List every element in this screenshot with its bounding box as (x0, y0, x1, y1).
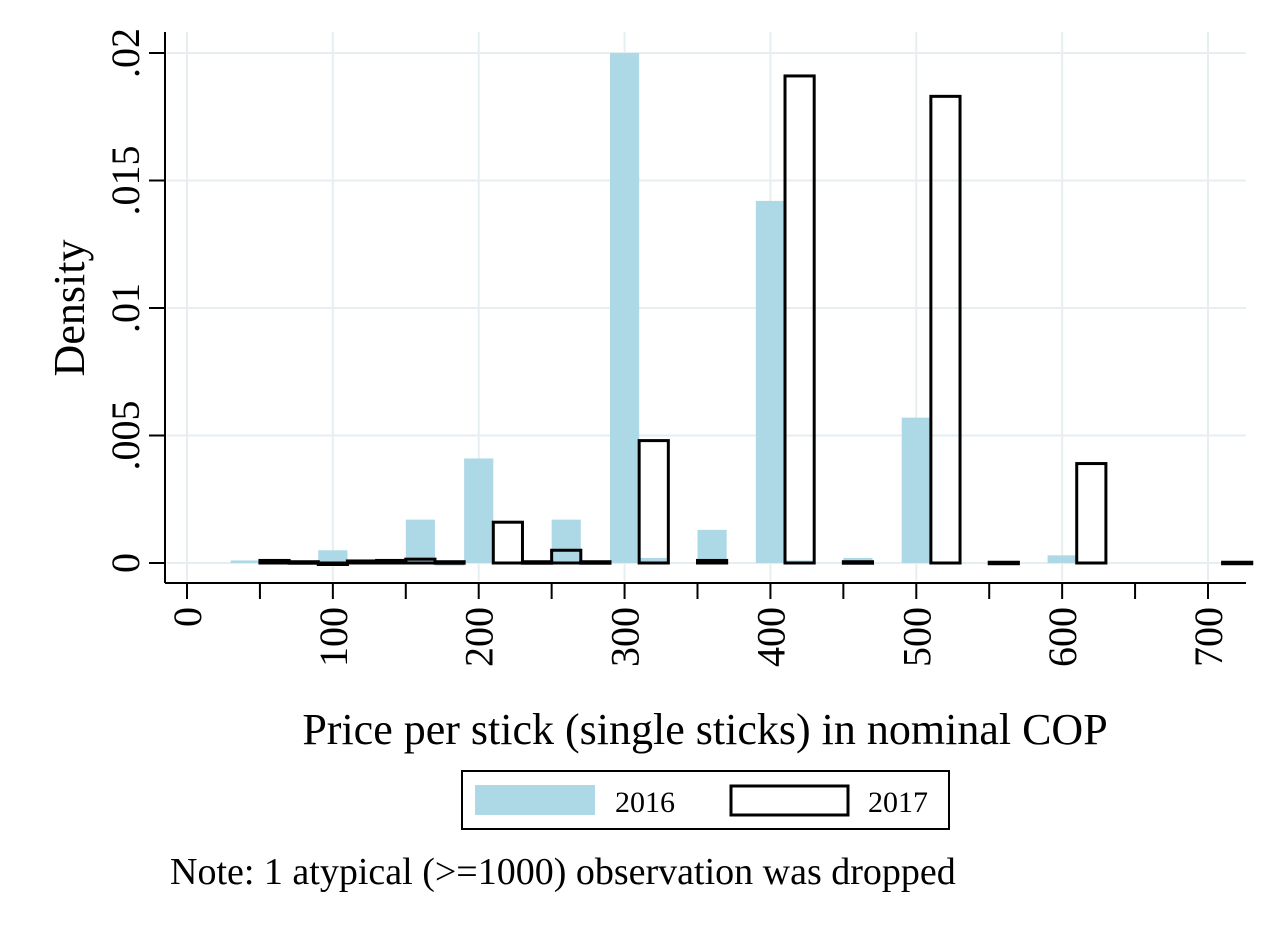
bar-2016 (464, 458, 494, 563)
bar-2017 (987, 560, 1020, 566)
legend-label-2016: 2016 (615, 786, 675, 819)
bar-2017 (287, 560, 320, 565)
grid-layer (167, 32, 1246, 581)
bar-2017 (783, 74, 816, 565)
x-axis-title: Price per stick (single sticks) in nomin… (302, 705, 1107, 754)
bar-2017 (929, 94, 962, 565)
bar-2017 (550, 548, 583, 565)
bar-2017 (491, 520, 524, 565)
y-tick-label: .01 (103, 283, 148, 333)
bar-2017 (316, 561, 349, 566)
bar-2016 (639, 557, 669, 563)
bar-2017 (637, 439, 670, 565)
legend-label-2017: 2017 (868, 786, 928, 819)
x-tick-label: 0 (165, 607, 210, 627)
legend: 2016 2017 (461, 770, 950, 830)
bar-2016 (697, 529, 727, 563)
bar-2017 (345, 559, 379, 565)
y-tick-label: .005 (103, 401, 148, 471)
bar-2016 (755, 200, 786, 563)
y-tick-label: 0 (103, 553, 148, 573)
bar-2017 (1075, 462, 1108, 565)
x-tick-label: 300 (603, 607, 648, 667)
bar-2016 (230, 560, 260, 563)
bar-2017 (375, 558, 408, 565)
bar-2017 (1221, 560, 1254, 566)
y-axis-title: Density (45, 240, 94, 377)
y-tick-label: .02 (103, 28, 148, 78)
bar-2016 (405, 519, 435, 563)
legend-swatch-2017 (729, 784, 850, 817)
bar-2016 (318, 550, 348, 563)
bars-2017-layer (258, 74, 1254, 566)
bar-2017 (841, 560, 875, 565)
x-tick-label: 600 (1040, 607, 1085, 667)
bars-2016-layer (230, 53, 1077, 566)
bar-2016 (609, 53, 640, 563)
x-tick-label: 700 (1186, 607, 1231, 667)
bar-2016 (1047, 555, 1077, 563)
bar-2017 (696, 558, 729, 565)
bar-2017 (520, 560, 554, 565)
y-tick-label: .015 (103, 146, 148, 216)
x-tick-label: 100 (311, 607, 356, 667)
ticks-layer: 0 100 200 300 400 500 600 700 0 .005 .01 .015 .02 (103, 28, 1231, 667)
x-tick-label: 200 (457, 607, 502, 667)
legend-swatch-2016 (475, 785, 595, 815)
bar-2017 (579, 560, 612, 565)
x-tick-label: 500 (894, 607, 939, 667)
bar-2017 (258, 558, 291, 565)
chart-note: Note: 1 atypical (>=1000) observation wa… (170, 851, 956, 893)
bar-2016 (901, 417, 931, 563)
bar-2016 (551, 519, 581, 563)
bar-2017 (433, 560, 466, 565)
x-tick-label: 400 (748, 607, 793, 667)
